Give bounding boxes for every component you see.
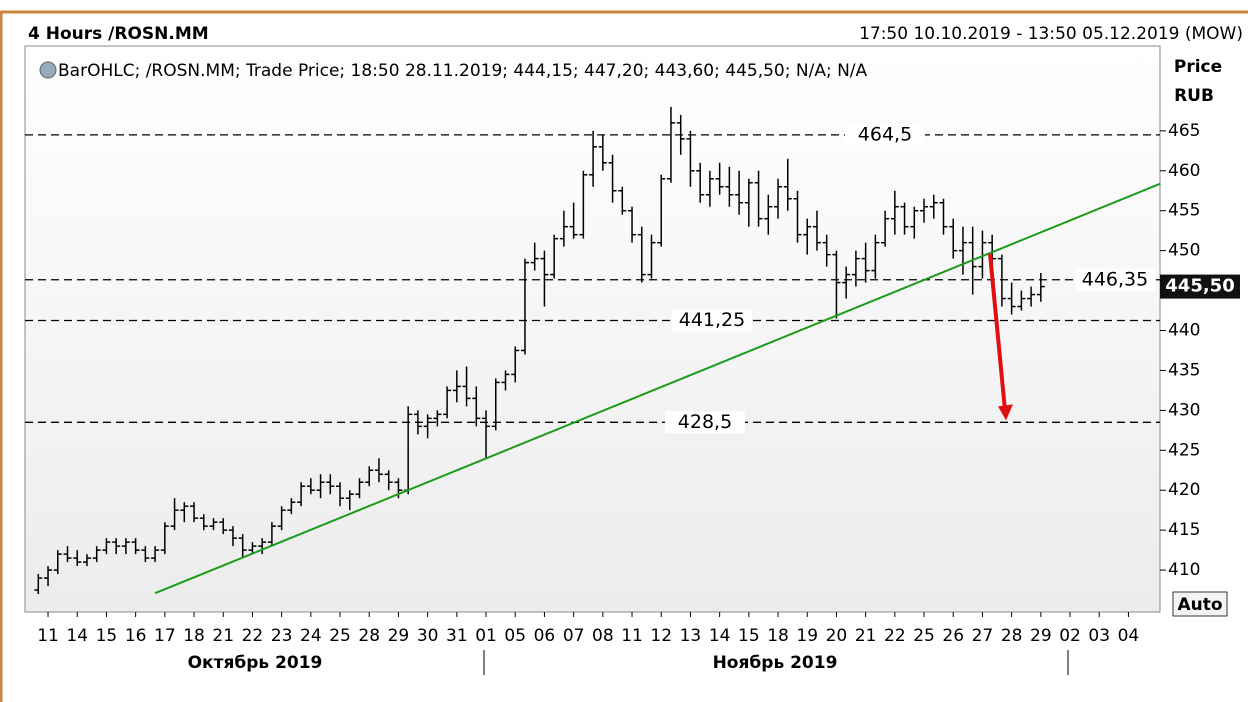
x-tick-label: 13 bbox=[680, 626, 702, 646]
level-label: 441,25 bbox=[679, 309, 745, 331]
level-label: 428,5 bbox=[678, 411, 732, 433]
x-tick-label: 20 bbox=[826, 626, 848, 646]
x-tick-label: 08 bbox=[592, 626, 614, 646]
x-tick-label: 29 bbox=[388, 626, 410, 646]
x-tick-label: 18 bbox=[767, 626, 789, 646]
y-axis-unit: RUB bbox=[1174, 86, 1214, 106]
x-tick-label: 14 bbox=[66, 626, 88, 646]
x-tick-label: 22 bbox=[884, 626, 906, 646]
x-tick-label: 15 bbox=[738, 626, 760, 646]
x-tick-label: 18 bbox=[183, 626, 205, 646]
legend-text: BarOHLC; /ROSN.MM; Trade Price; 18:50 28… bbox=[58, 61, 868, 81]
level-label-bg bbox=[1075, 268, 1155, 291]
x-tick-label: 11 bbox=[37, 626, 59, 646]
x-tick-label: 28 bbox=[1001, 626, 1023, 646]
y-tick-label: 425 bbox=[1168, 440, 1200, 460]
level-label-bg bbox=[672, 309, 752, 332]
last-price-label: 445,50 bbox=[1165, 276, 1234, 297]
level-label: 446,35 bbox=[1082, 268, 1148, 290]
y-tick-label: 455 bbox=[1168, 201, 1200, 221]
x-tick-label: 01 bbox=[475, 626, 497, 646]
x-tick-label: 25 bbox=[329, 626, 351, 646]
x-tick-label: 22 bbox=[242, 626, 264, 646]
level-label-bg bbox=[845, 123, 925, 146]
last-price-tag bbox=[1160, 274, 1240, 299]
x-tick-label: 19 bbox=[796, 626, 818, 646]
x-tick-label: 25 bbox=[913, 626, 935, 646]
x-tick-label: 21 bbox=[212, 626, 234, 646]
x-tick-label: 15 bbox=[96, 626, 118, 646]
x-tick-label: 17 bbox=[154, 626, 176, 646]
chart-title: 4 Hours /ROSN.MM bbox=[28, 24, 209, 44]
y-axis-label: Price bbox=[1174, 57, 1222, 77]
x-tick-label: 12 bbox=[650, 626, 672, 646]
x-tick-label: 07 bbox=[563, 626, 585, 646]
y-tick-label: 440 bbox=[1168, 320, 1200, 340]
y-tick-label: 420 bbox=[1168, 480, 1200, 500]
trendline bbox=[154, 182, 1161, 595]
x-tick-label: 21 bbox=[855, 626, 877, 646]
x-tick-label: 31 bbox=[446, 626, 468, 646]
y-tick-label: 410 bbox=[1168, 560, 1200, 580]
arrow-head bbox=[998, 404, 1013, 421]
x-tick-label: 02 bbox=[1059, 626, 1081, 646]
x-tick-label: 28 bbox=[358, 626, 380, 646]
x-tick-label: 14 bbox=[709, 626, 731, 646]
range-text: 17:50 10.10.2019 - 13:50 05.12.2019 (MOW… bbox=[859, 24, 1243, 44]
x-tick-label: 24 bbox=[300, 626, 322, 646]
x-tick-label: 11 bbox=[621, 626, 643, 646]
y-tick-label: 460 bbox=[1168, 161, 1200, 181]
y-tick-label: 430 bbox=[1168, 400, 1200, 420]
x-tick-label: 26 bbox=[942, 626, 964, 646]
x-tick-label: 29 bbox=[1030, 626, 1052, 646]
y-tick-label: 435 bbox=[1168, 360, 1200, 380]
legend-icon bbox=[39, 61, 57, 79]
auto-button[interactable] bbox=[1172, 591, 1228, 617]
x-tick-label: 16 bbox=[125, 626, 147, 646]
month-label: Ноябрь 2019 bbox=[713, 653, 838, 673]
x-tick-label: 06 bbox=[534, 626, 556, 646]
arrow bbox=[988, 253, 1007, 411]
y-tick-label: 415 bbox=[1168, 520, 1200, 540]
x-tick-label: 30 bbox=[417, 626, 439, 646]
level-label-bg bbox=[665, 411, 745, 434]
month-label: Октябрь 2019 bbox=[188, 653, 323, 673]
auto-button-label[interactable]: Auto bbox=[1177, 595, 1222, 615]
x-tick-label: 04 bbox=[1118, 626, 1140, 646]
frame bbox=[0, 10, 1248, 702]
x-tick-label: 23 bbox=[271, 626, 293, 646]
x-tick-label: 03 bbox=[1088, 626, 1110, 646]
x-tick-label: 27 bbox=[972, 626, 994, 646]
y-tick-label: 465 bbox=[1168, 121, 1200, 141]
level-label: 464,5 bbox=[858, 123, 912, 145]
x-tick-label: 05 bbox=[504, 626, 526, 646]
y-tick-label: 450 bbox=[1168, 241, 1200, 261]
